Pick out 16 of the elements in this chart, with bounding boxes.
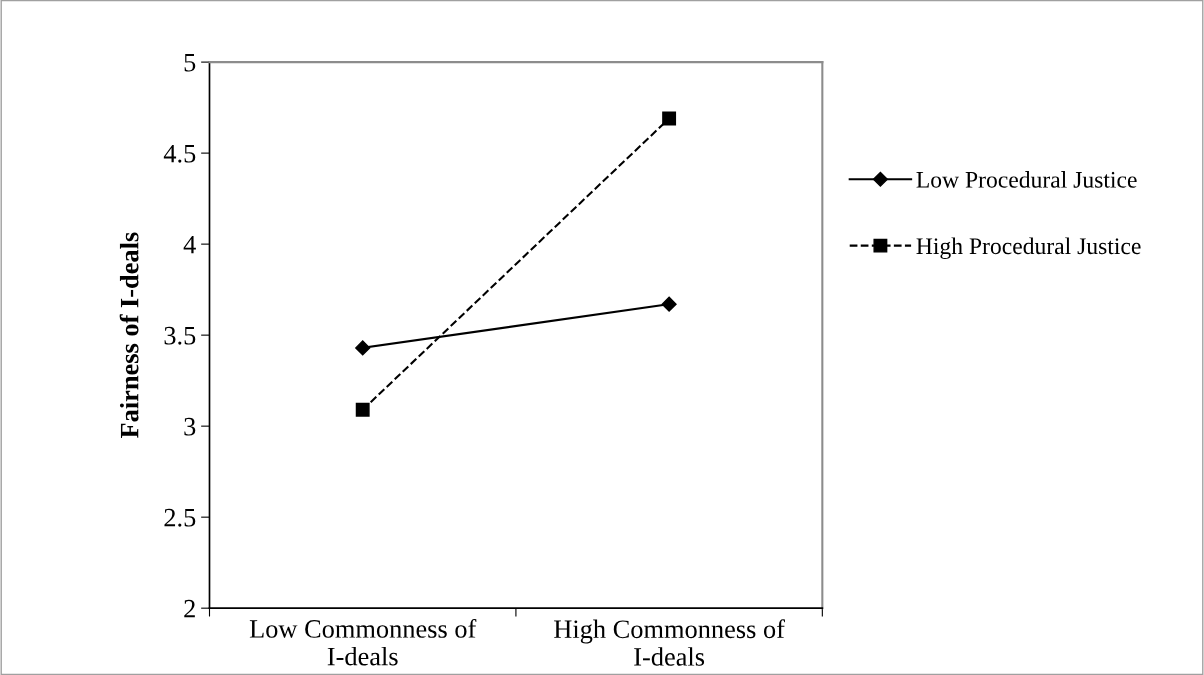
y-tick-label: 3: [184, 417, 196, 436]
point: [355, 340, 371, 356]
point: [355, 402, 370, 417]
y-tick-label: 3.5: [164, 326, 196, 345]
y-tick-label: 4: [183, 235, 196, 254]
y-tick-label: 2: [184, 599, 195, 618]
y-tick-label: 5: [184, 53, 196, 72]
y-tick-label: 4.5: [163, 144, 196, 163]
y-axis-title: Fairness of I-deals: [119, 232, 139, 439]
legend-label: Low Procedural Justice: [916, 171, 1137, 188]
point: [662, 111, 677, 126]
point: [661, 296, 677, 312]
x-tick-label: Low Commonness of I-deals: [249, 619, 477, 666]
y-tick-label: 2.5: [164, 508, 196, 527]
legend-label: High Procedural Justice: [916, 237, 1141, 260]
x-tick-label: High Commonness of I-deals: [554, 619, 785, 666]
